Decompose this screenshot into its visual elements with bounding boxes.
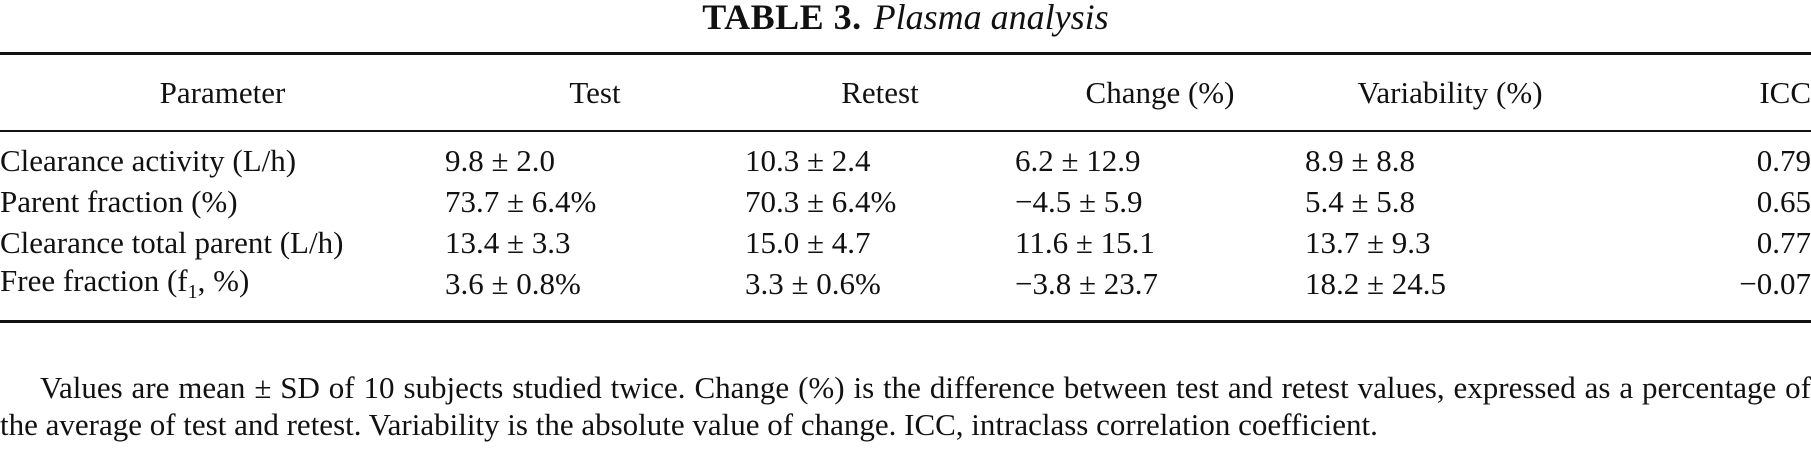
cell-variability: 13.7 ± 9.3 (1305, 224, 1431, 260)
cell-test: 73.7 ± 6.4% (445, 183, 597, 219)
cell-retest: 10.3 ± 2.4 (745, 142, 871, 178)
cell-change: −4.5 ± 5.9 (1015, 183, 1143, 219)
column-header-change: Change (%) (1085, 75, 1235, 110)
cell-test: 9.8 ± 2.0 (445, 142, 556, 178)
table-row: Clearance activity (L/h) 9.8 ± 2.0 10.3 … (0, 130, 1811, 181)
cell-test: 13.4 ± 3.3 (445, 224, 571, 260)
cell-change: −3.8 ± 23.7 (1015, 265, 1158, 301)
cell-change: 11.6 ± 15.1 (1015, 224, 1155, 260)
table-footnote: Values are mean ± SD of 10 subjects stud… (0, 370, 1811, 442)
cell-retest: 15.0 ± 4.7 (745, 224, 871, 260)
table-row: Free fraction (f1, %) 3.6 ± 0.8% 3.3 ± 0… (0, 263, 1811, 304)
parameter-tail-text: , %) (197, 263, 250, 298)
plasma-analysis-table: Parameter Test Retest Change (%) Variabi… (0, 56, 1811, 304)
table-row: Parent fraction (%) 73.7 ± 6.4% 70.3 ± 6… (0, 181, 1811, 222)
cell-change: 6.2 ± 12.9 (1015, 142, 1141, 178)
cell-retest: 70.3 ± 6.4% (745, 183, 897, 219)
table-number: TABLE 3. (702, 0, 862, 37)
cell-parameter: Parent fraction (%) (0, 183, 238, 219)
cell-test: 3.6 ± 0.8% (445, 265, 581, 301)
table-title: Plasma analysis (873, 0, 1109, 37)
parameter-subscript: 1 (187, 281, 198, 304)
cell-icc: −0.07 (1739, 265, 1811, 301)
cell-icc: 0.65 (1756, 183, 1811, 219)
cell-variability: 18.2 ± 24.5 (1305, 265, 1447, 301)
column-header-variability: Variability (%) (1357, 75, 1543, 110)
cell-retest: 3.3 ± 0.6% (745, 265, 881, 301)
cell-variability: 5.4 ± 5.8 (1305, 183, 1416, 219)
table-caption: TABLE 3. Plasma analysis (0, 0, 1811, 38)
parameter-main-text: Free fraction (f (0, 263, 188, 298)
cell-parameter: Clearance activity (L/h) (0, 142, 297, 178)
cell-variability: 8.9 ± 8.8 (1305, 142, 1416, 178)
table-row: Clearance total parent (L/h) 13.4 ± 3.3 … (0, 222, 1811, 263)
cell-parameter: Free fraction (f1, %) (0, 263, 445, 304)
cell-icc: 0.79 (1756, 142, 1811, 178)
column-header-test: Test (569, 75, 621, 110)
header-row: Parameter Test Retest Change (%) Variabi… (0, 56, 1811, 130)
top-rule (0, 52, 1811, 55)
header-rule (0, 130, 1811, 132)
column-header-icc: ICC (1759, 75, 1811, 110)
column-header-retest: Retest (841, 75, 919, 110)
cell-icc: 0.77 (1756, 224, 1811, 260)
column-header-parameter: Parameter (159, 75, 286, 110)
bottom-rule (0, 320, 1811, 323)
cell-parameter: Clearance total parent (L/h) (0, 224, 344, 260)
